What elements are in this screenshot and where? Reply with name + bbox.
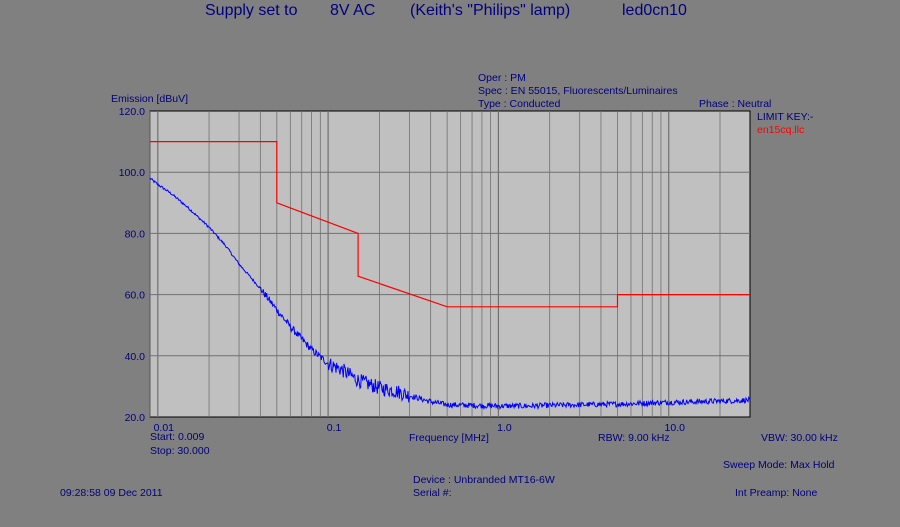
y-axis-label: Emission [dBuV] <box>111 93 189 105</box>
supply-label: Supply set to <box>205 2 298 19</box>
x-axis-label: Frequency [MHz] <box>409 432 489 444</box>
vbw-value: VBW: 30.00 kHz <box>761 432 838 444</box>
limit-key-file: en15cq.llc <box>757 124 805 136</box>
series-group <box>149 141 751 411</box>
oper-info: Oper : PM <box>478 72 526 84</box>
x-tick-label: 0.01 <box>154 422 175 434</box>
y-tick-label: 80.0 <box>125 228 146 240</box>
y-tick-label: 120.0 <box>119 106 145 118</box>
x-tick-label: 0.1 <box>327 422 342 434</box>
x-tick-label: 10.0 <box>665 422 686 434</box>
sweep-mode: Sweep Mode: Max Hold <box>723 459 835 471</box>
y-tick-label: 100.0 <box>119 167 145 179</box>
stop-freq: Stop: 30.000 <box>150 445 210 457</box>
chart-title: Supply set to 8V AC (Keith's "Philips" l… <box>0 2 900 22</box>
limit-key-title: LIMIT KEY:- <box>757 111 814 123</box>
y-tick-label: 60.0 <box>125 290 146 302</box>
y-tick-label: 20.0 <box>125 412 146 424</box>
start-freq: Start: 0.009 <box>150 431 205 443</box>
test-id: led0cn10 <box>622 2 687 19</box>
y-tick-labels: 120.0 100.0 80.0 60.0 40.0 20.0 <box>119 106 145 424</box>
rbw-value: RBW: 9.00 kHz <box>598 432 670 444</box>
limit-line-en15cq <box>150 141 750 308</box>
spec-info: Spec : EN 55015, Fluorescents/Luminaires <box>478 85 678 97</box>
x-tick-labels: 0.01 0.1 1.0 10.0 <box>154 422 686 434</box>
serial-info: Serial #: <box>413 487 452 499</box>
plot-area <box>149 110 751 418</box>
y-tick-label: 40.0 <box>125 351 146 363</box>
lamp-description: (Keith's "Philips" lamp) <box>410 2 571 19</box>
int-preamp: Int Preamp: None <box>735 487 818 499</box>
type-info: Type : Conducted <box>478 98 561 110</box>
x-tick-label: 1.0 <box>497 422 512 434</box>
phase-info: Phase : Neutral <box>699 98 772 110</box>
emission-trace <box>149 177 751 411</box>
timestamp: 09:28:58 09 Dec 2011 <box>60 487 163 499</box>
supply-voltage: 8V AC <box>330 2 376 19</box>
device-info: Device : Unbranded MT16-6W <box>413 474 555 486</box>
